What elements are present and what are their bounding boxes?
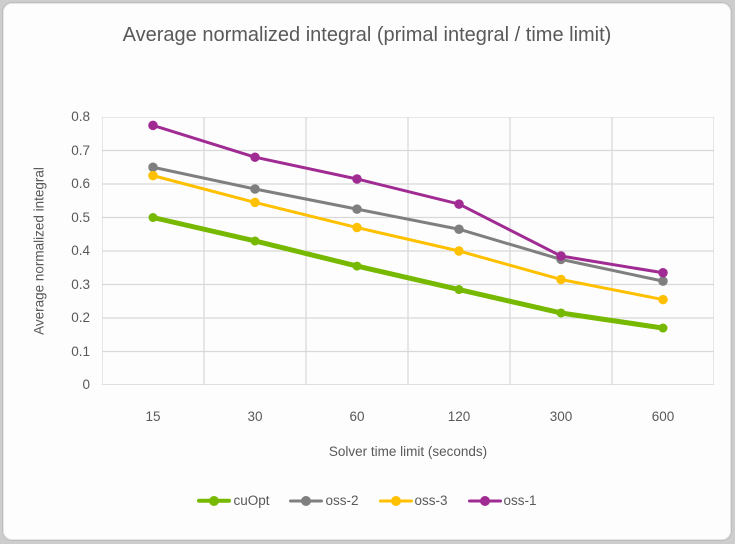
y-tick-label: 0.3	[71, 276, 90, 292]
x-tick-label: 15	[145, 409, 161, 424]
data-point-oss-3	[658, 294, 668, 305]
data-point-oss-3	[556, 274, 566, 285]
data-point-oss-2	[352, 204, 362, 214]
legend-label: oss-2	[325, 493, 359, 508]
data-point-cuOpt	[658, 323, 668, 333]
data-point-oss-2	[454, 224, 464, 234]
x-tick-label: 300	[549, 409, 573, 424]
data-point-cuOpt	[352, 261, 362, 271]
legend-item-cuOpt: cuOpt	[197, 493, 269, 508]
y-tick-label: 0	[82, 377, 90, 392]
data-point-oss-1	[454, 199, 464, 209]
series-line-oss-3	[151, 174, 665, 302]
data-point-oss-1	[658, 268, 668, 278]
series-line-oss-2	[151, 165, 665, 283]
y-tick-label: 0.4	[71, 243, 90, 258]
legend-label: oss-3	[414, 493, 448, 508]
legend-item-oss-2: oss-2	[289, 493, 359, 508]
series-line-oss-1	[151, 123, 665, 275]
chart-title: Average normalized integral (primal inte…	[122, 24, 612, 46]
data-point-oss-3	[250, 197, 260, 208]
legend-dot	[301, 495, 312, 506]
y-tick-label: 0.6	[71, 176, 90, 191]
legend-label: cuOpt	[233, 493, 270, 508]
legend-marker-icon	[289, 495, 324, 506]
data-point-oss-3	[454, 246, 464, 256]
data-point-cuOpt	[556, 308, 566, 318]
data-point-cuOpt	[250, 236, 260, 246]
x-tick-label: 600	[651, 409, 675, 424]
data-point-oss-1	[352, 174, 362, 184]
data-point-oss-2	[658, 276, 668, 286]
legend-dot	[390, 495, 401, 506]
legend-label: oss-1	[503, 493, 537, 508]
y-tick-label: 0.8	[71, 109, 90, 124]
plot-svg	[101, 116, 715, 386]
data-point-oss-3	[352, 222, 362, 233]
legend-marker-icon	[378, 495, 413, 506]
data-point-oss-3	[148, 170, 158, 181]
y-tick-label: 0.7	[71, 142, 90, 158]
plot-area	[101, 116, 715, 386]
y-tick-label: 0.2	[71, 310, 90, 325]
series-line-cuOpt	[150, 215, 666, 331]
data-point-cuOpt	[148, 213, 158, 222]
x-tick-label: 30	[247, 409, 263, 424]
legend-dot	[479, 495, 490, 506]
x-tick-label: 60	[349, 409, 365, 424]
data-point-oss-1	[148, 120, 158, 131]
chart-legend: cuOpt oss-2 oss-3 oss-1	[3, 493, 731, 508]
data-point-oss-1	[250, 152, 260, 162]
legend-marker-icon	[197, 495, 232, 506]
legend-item-oss-3: oss-3	[378, 493, 448, 508]
legend-dot	[209, 495, 220, 506]
y-tick-label: 0.5	[71, 209, 90, 225]
x-tick-label: 120	[447, 409, 471, 424]
legend-marker-icon	[467, 495, 502, 506]
data-point-oss-1	[556, 251, 566, 261]
data-point-oss-2	[148, 162, 158, 172]
y-tick-label: 0.1	[71, 343, 90, 359]
data-point-cuOpt	[454, 285, 464, 295]
legend-item-oss-1: oss-1	[467, 493, 537, 508]
x-axis-title: Solver time limit (seconds)	[328, 444, 488, 459]
data-point-oss-2	[250, 184, 260, 194]
